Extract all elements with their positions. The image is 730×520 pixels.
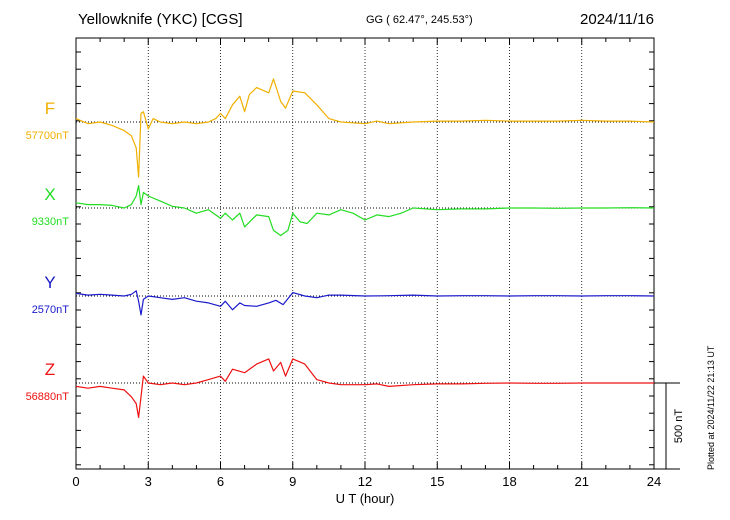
series-lines xyxy=(75,78,655,418)
series-line-Y xyxy=(75,290,655,316)
series-name-Y: Y xyxy=(44,273,55,292)
series-name-F: F xyxy=(45,99,55,118)
baseline-value-X: 9330nT xyxy=(32,216,70,228)
x-tick-label-21: 21 xyxy=(575,474,589,489)
x-tick-label-12: 12 xyxy=(358,474,372,489)
series-name-Z: Z xyxy=(45,360,55,379)
plotted-timestamp: Plotted at 2024/11/22 21:13 UT xyxy=(706,345,716,470)
x-axis-label: U T (hour) xyxy=(336,491,395,506)
series-line-Z xyxy=(75,358,654,418)
baseline-value-Y: 2570nT xyxy=(32,304,70,316)
x-tick-label-9: 9 xyxy=(289,474,296,489)
series-line-X xyxy=(75,185,655,237)
x-tick-label-0: 0 xyxy=(72,474,79,489)
scale-bar: 500 nT xyxy=(654,382,685,470)
vertical-gridlines xyxy=(147,38,583,469)
series-labels: F 57700nT X 9330nT Y 2570nT Z 56880nT xyxy=(26,99,70,403)
baseline-value-F: 57700nT xyxy=(26,130,70,142)
date-label: 2024/11/16 xyxy=(580,11,654,28)
scale-bar-label: 500 nT xyxy=(673,409,685,444)
series-line-F xyxy=(75,78,655,178)
x-tick-labels: 0 3 6 9 12 15 18 21 24 xyxy=(72,474,661,489)
x-tick-label-6: 6 xyxy=(217,474,224,489)
x-tick-label-24: 24 xyxy=(647,474,661,489)
baseline-value-Z: 56880nT xyxy=(26,391,70,403)
x-tick-label-18: 18 xyxy=(502,474,516,489)
station-title: Yellowknife (YKC) [CGS] xyxy=(78,11,243,28)
x-tick-label-3: 3 xyxy=(145,474,152,489)
x-tick-label-15: 15 xyxy=(430,474,444,489)
station-coordinates: GG ( 62.47°, 245.53°) xyxy=(366,14,473,26)
series-name-X: X xyxy=(44,185,55,204)
